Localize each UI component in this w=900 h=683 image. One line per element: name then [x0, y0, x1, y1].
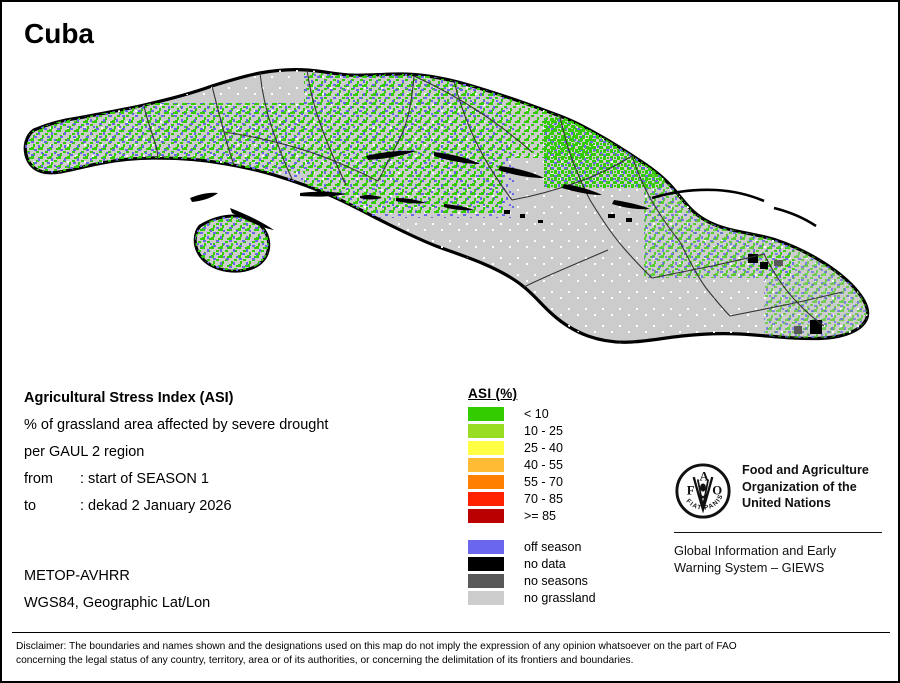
legend-label: 10 - 25	[524, 424, 563, 438]
legend-item[interactable]: >= 85	[468, 508, 596, 524]
legend: ASI (%) < 10 10 - 25 25 - 40 40 - 55 55 …	[468, 386, 596, 607]
sensor-label: METOP-AVHRR	[24, 568, 130, 584]
giews-line1: Global Information and Early	[674, 543, 837, 558]
legend-swatch	[468, 509, 504, 523]
disclaimer-divider	[12, 632, 890, 633]
legend-item[interactable]: < 10	[468, 406, 596, 422]
fao-divider	[674, 532, 882, 533]
legend-swatch	[468, 458, 504, 472]
legend-title: ASI (%)	[468, 386, 518, 401]
legend-item[interactable]: 10 - 25	[468, 423, 596, 439]
legend-status-item[interactable]: off season	[468, 539, 596, 555]
svg-text:F: F	[687, 483, 695, 497]
fao-header: F A O FIAT PANIS Food and Agriculture Or…	[674, 462, 886, 520]
period-from: from : start of SEASON 1	[24, 471, 454, 487]
page-title: Cuba	[24, 18, 94, 49]
giews-line2: Warning System – GIEWS	[674, 560, 825, 576]
info-title: Agricultural Stress Index (ASI)	[24, 390, 234, 406]
legend-swatch	[468, 441, 504, 455]
info-description-line1: % of grassland area affected by severe d…	[24, 417, 329, 433]
legend-item[interactable]: 70 - 85	[468, 491, 596, 507]
fao-name-line3: United Nations	[742, 496, 831, 511]
svg-text:A: A	[700, 470, 710, 484]
fao-logo-icon: F A O FIAT PANIS	[674, 462, 732, 520]
legend-label: >= 85	[524, 509, 556, 523]
legend-status-item[interactable]: no seasons	[468, 573, 596, 589]
giews-label: Global Information and Early Warning Sys…	[674, 542, 886, 577]
legend-item[interactable]: 40 - 55	[468, 457, 596, 473]
admin-boundaries	[143, 69, 843, 327]
legend-label: 70 - 85	[524, 492, 563, 506]
source-block: METOP-AVHRR WGS84, Geographic Lat/Lon	[24, 568, 210, 622]
legend-swatch	[468, 591, 504, 605]
period-to: to : dekad 2 January 2026	[24, 498, 454, 514]
legend-status-item[interactable]: no grassland	[468, 590, 596, 606]
fao-branding: F A O FIAT PANIS Food and Agriculture Or…	[674, 462, 886, 577]
cays-and-islets	[190, 150, 650, 230]
northern-cays	[651, 188, 817, 228]
svg-text:O: O	[712, 483, 722, 497]
legend-label: 40 - 55	[524, 458, 563, 472]
legend-label: < 10	[524, 407, 549, 421]
info-description-line2: per GAUL 2 region	[24, 444, 145, 460]
legend-status-item[interactable]: no data	[468, 556, 596, 572]
period-to-label: to	[24, 498, 37, 514]
legend-swatch	[468, 557, 504, 571]
legend-item[interactable]: 25 - 40	[468, 440, 596, 456]
period-from-label: from	[24, 471, 53, 487]
disclaimer: Disclaimer: The boundaries and names sho…	[16, 640, 890, 669]
fao-name-line1: Food and Agriculture	[742, 463, 869, 477]
fao-emblem-svg: F A O FIAT PANIS	[675, 463, 731, 519]
legend-swatch	[468, 475, 504, 489]
disclaimer-line1: Disclaimer: The boundaries and names sho…	[16, 641, 737, 652]
legend-label: no data	[524, 557, 566, 571]
legend-swatch	[468, 574, 504, 588]
fao-organization-name: Food and Agriculture Organization of the…	[742, 462, 869, 512]
isla-de-la-juventud	[193, 214, 271, 273]
legend-swatch	[468, 424, 504, 438]
legend-label: no grassland	[524, 591, 596, 605]
legend-item[interactable]: 55 - 70	[468, 474, 596, 490]
period-to-value: : dekad 2 January 2026	[80, 498, 232, 514]
legend-swatch	[468, 492, 504, 506]
disclaimer-line2: concerning the legal status of any count…	[16, 655, 634, 667]
period-from-value: : start of SEASON 1	[80, 471, 209, 487]
legend-label: no seasons	[524, 574, 588, 588]
legend-label: off season	[524, 540, 582, 554]
info-block: Agricultural Stress Index (ASI) % of gra…	[24, 390, 454, 525]
fao-name-line2: Organization of the	[742, 479, 857, 494]
legend-separator	[468, 525, 596, 539]
legend-swatch	[468, 407, 504, 421]
legend-swatch	[468, 540, 504, 554]
legend-label: 55 - 70	[524, 475, 563, 489]
projection-label: WGS84, Geographic Lat/Lon	[24, 595, 211, 611]
map-svg	[23, 68, 870, 344]
cuba-map[interactable]	[4, 48, 898, 368]
legend-label: 25 - 40	[524, 441, 563, 455]
